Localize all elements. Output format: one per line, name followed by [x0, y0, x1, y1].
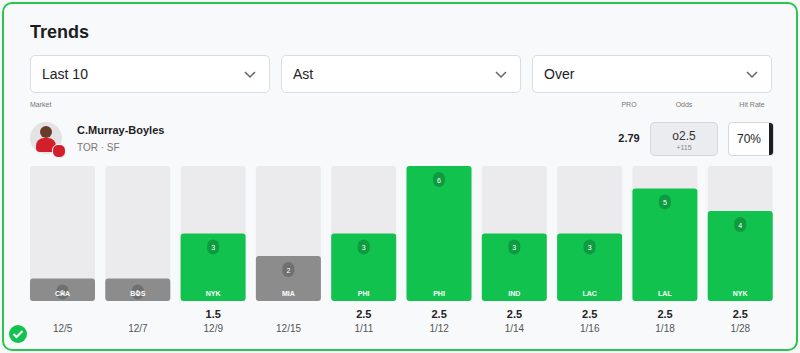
html-text:+115: +115	[676, 144, 692, 151]
html-text:2.79: 2.79	[618, 132, 640, 144]
svg-text:CHA: CHA	[55, 290, 70, 297]
svg-text:PHI: PHI	[358, 290, 370, 297]
html-text:Odds: Odds	[675, 101, 693, 108]
svg-text:2.5: 2.5	[733, 308, 748, 320]
svg-text:3: 3	[588, 244, 592, 251]
svg-text:1/11: 1/11	[354, 323, 373, 334]
svg-text:12/9: 12/9	[204, 323, 224, 334]
svg-text:1/18: 1/18	[655, 323, 675, 334]
svg-text:12/5: 12/5	[53, 323, 73, 334]
html-text:TOR · SF: TOR · SF	[77, 142, 120, 153]
svg-text:LAC: LAC	[582, 290, 596, 297]
svg-text:BOS: BOS	[130, 290, 146, 297]
html-text:Last 10: Last 10	[42, 66, 88, 82]
html-text:PRO: PRO	[621, 101, 637, 108]
svg-text:1.5: 1.5	[206, 308, 221, 320]
svg-text:3: 3	[512, 244, 516, 251]
svg-text:4: 4	[738, 222, 742, 229]
svg-text:1/16: 1/16	[580, 323, 600, 334]
svg-text:2: 2	[286, 267, 290, 274]
svg-text:1/12: 1/12	[429, 323, 449, 334]
html-text:Over: Over	[544, 66, 575, 82]
svg-text:6: 6	[437, 177, 441, 184]
svg-text:NYK: NYK	[733, 290, 748, 297]
svg-text:2.5: 2.5	[432, 308, 447, 320]
html-text:Trends: Trends	[30, 22, 89, 42]
svg-text:2.5: 2.5	[356, 308, 371, 320]
svg-text:IND: IND	[508, 290, 520, 297]
svg-text:12/15: 12/15	[276, 323, 301, 334]
svg-text:MIA: MIA	[282, 290, 295, 297]
html-text:Market: Market	[30, 101, 52, 108]
html-text:Ast: Ast	[293, 66, 314, 82]
svg-text:3: 3	[211, 244, 215, 251]
svg-text:2.5: 2.5	[507, 308, 522, 320]
svg-text:1/28: 1/28	[731, 323, 751, 334]
svg-text:LAL: LAL	[658, 290, 672, 297]
svg-text:3: 3	[362, 244, 366, 251]
html-text:C.Murray-Boyles: C.Murray-Boyles	[77, 124, 165, 136]
svg-text:12/7: 12/7	[128, 323, 148, 334]
html-text:70%: 70%	[737, 132, 761, 146]
svg-text:2.5: 2.5	[582, 308, 597, 320]
svg-text:1/14: 1/14	[505, 323, 525, 334]
html-text:o2.5: o2.5	[672, 129, 696, 143]
svg-text:PHI: PHI	[433, 290, 445, 297]
svg-text:NYK: NYK	[206, 290, 221, 297]
html-text:Hit Rate: Hit Rate	[739, 101, 765, 108]
svg-text:2.5: 2.5	[657, 308, 672, 320]
svg-text:5: 5	[663, 199, 667, 206]
